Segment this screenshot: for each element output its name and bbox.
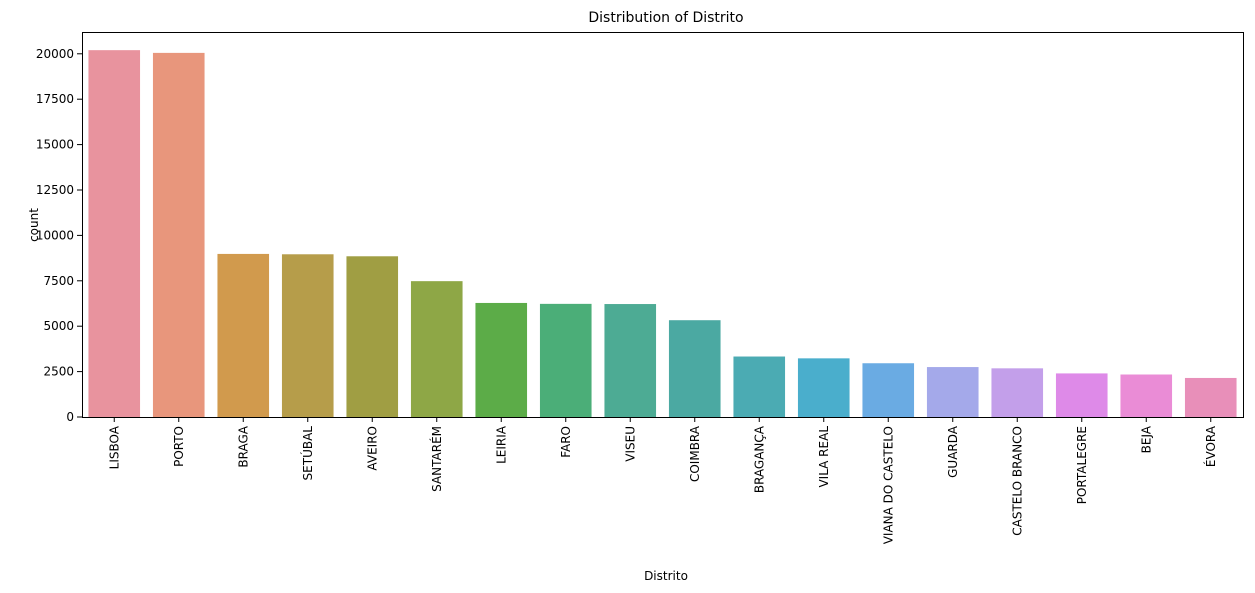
bar-guarda xyxy=(926,367,979,417)
bars-group xyxy=(88,50,1237,418)
y-axis-title: count xyxy=(27,208,41,242)
x-axis-title: Distrito xyxy=(644,569,688,583)
x-tick-label: LISBOA xyxy=(107,425,121,469)
bar-bragança xyxy=(733,356,786,417)
x-tick-label: BRAGA xyxy=(236,425,250,467)
bar-vila-real xyxy=(797,358,850,417)
bar-beja xyxy=(1120,374,1173,417)
bar-viseu xyxy=(604,304,657,417)
bar-évora xyxy=(1184,377,1237,417)
bar-leiria xyxy=(475,302,528,417)
x-tick-label: BRAGANÇA xyxy=(752,425,766,493)
y-axis: 0 2500 5000 7500 10000 12500 15000 17500 20000 xyxy=(36,47,82,424)
x-tick-label: VILA REAL xyxy=(817,426,831,488)
x-tick-label: BEJA xyxy=(1139,425,1153,453)
bar-portalegre xyxy=(1055,373,1108,417)
chart-title: Distribution of Distrito xyxy=(588,10,743,26)
x-tick-label: PORTALEGRE xyxy=(1075,426,1089,504)
y-tick-label: 17500 xyxy=(36,92,74,106)
bar-setúbal xyxy=(281,254,334,417)
y-tick-label: 0 xyxy=(66,410,74,424)
y-tick-label: 5000 xyxy=(43,319,74,333)
y-tick-label: 15000 xyxy=(36,138,74,152)
x-axis: LISBOA PORTO BRAGA SETÚBAL AVEIRO SANTARÉM LEI… xyxy=(107,417,1218,544)
bar-porto xyxy=(152,52,205,418)
y-tick-label: 10000 xyxy=(36,228,74,242)
bar-santarém xyxy=(410,281,463,417)
plot-frame xyxy=(82,32,1244,418)
x-tick-label: AVEIRO xyxy=(365,426,379,471)
x-tick-label: LEIRIA xyxy=(494,425,508,464)
y-tick-label: 2500 xyxy=(43,365,74,379)
x-tick-label: CASTELO BRANCO xyxy=(1010,426,1024,536)
x-tick-label: FARO xyxy=(559,426,573,458)
y-tick-label: 12500 xyxy=(36,183,74,197)
bar-castelo-branco xyxy=(991,368,1044,417)
y-tick-label: 20000 xyxy=(36,47,74,61)
x-tick-label: GUARDA xyxy=(946,425,960,478)
x-tick-label: PORTO xyxy=(172,426,186,467)
bar-coimbra xyxy=(668,320,721,417)
x-tick-label: SETÚBAL xyxy=(300,426,315,481)
bar-braga xyxy=(217,253,270,417)
bar-lisboa xyxy=(88,50,141,418)
x-tick-label: ÉVORA xyxy=(1203,425,1218,467)
x-tick-label: COIMBRA xyxy=(688,425,702,482)
bar-faro xyxy=(539,303,592,417)
x-tick-label: SANTARÉM xyxy=(429,426,444,492)
y-tick-label: 7500 xyxy=(43,274,74,288)
x-tick-label: VIANA DO CASTELO xyxy=(881,426,895,544)
bar-viana-do-castelo xyxy=(862,363,915,417)
bar-aveiro xyxy=(346,256,399,417)
x-tick-label: VISEU xyxy=(623,426,637,462)
